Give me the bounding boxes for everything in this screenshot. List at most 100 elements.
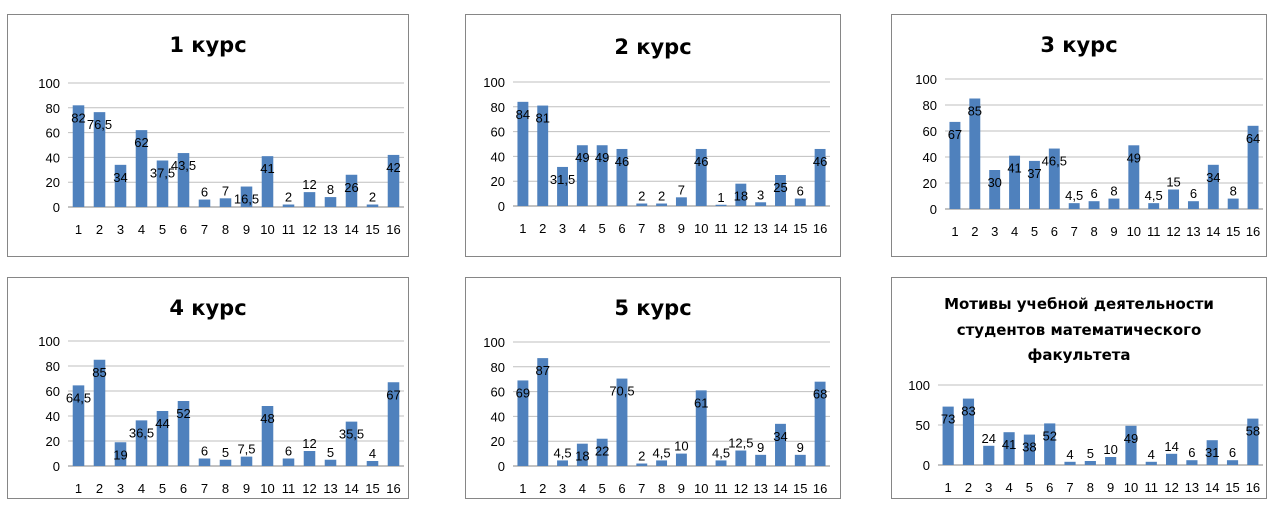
data-label: 85 bbox=[968, 104, 982, 119]
x-tick-label: 8 bbox=[1090, 224, 1097, 239]
data-label: 6 bbox=[201, 444, 208, 459]
x-tick-label: 2 bbox=[96, 481, 103, 496]
x-tick-label: 3 bbox=[117, 222, 124, 237]
bar bbox=[240, 186, 253, 207]
data-label: 8 bbox=[1110, 184, 1117, 199]
bar bbox=[1028, 160, 1040, 209]
data-label: 8 bbox=[1230, 184, 1237, 199]
data-label: 22 bbox=[595, 444, 609, 459]
bar bbox=[156, 160, 169, 207]
bar bbox=[576, 145, 588, 206]
data-label: 73 bbox=[941, 412, 955, 427]
chart-title: 1 курс bbox=[169, 33, 247, 57]
bar bbox=[517, 380, 529, 466]
bar bbox=[1187, 201, 1199, 209]
x-tick-label: 12 bbox=[1166, 224, 1180, 239]
data-label: 24 bbox=[982, 431, 996, 446]
bar bbox=[675, 197, 687, 206]
x-tick-label: 2 bbox=[539, 221, 546, 236]
x-tick-label: 7 bbox=[201, 222, 208, 237]
y-tick-label: 20 bbox=[491, 434, 505, 449]
bar bbox=[156, 411, 169, 466]
y-tick-label: 100 bbox=[483, 335, 505, 350]
x-tick-label: 8 bbox=[222, 481, 229, 496]
bar bbox=[1009, 155, 1021, 209]
x-tick-label: 12 bbox=[302, 481, 316, 496]
y-tick-label: 0 bbox=[923, 458, 930, 473]
data-label: 84 bbox=[516, 107, 530, 122]
bar bbox=[324, 197, 337, 207]
data-label: 2 bbox=[658, 189, 665, 204]
y-tick-label: 0 bbox=[498, 199, 505, 214]
bar bbox=[1168, 189, 1180, 209]
bar bbox=[715, 204, 727, 206]
data-label: 4,5 bbox=[1145, 188, 1163, 203]
data-label: 5 bbox=[222, 445, 229, 460]
x-tick-label: 1 bbox=[75, 222, 82, 237]
y-tick-label: 100 bbox=[483, 75, 505, 90]
x-tick-label: 2 bbox=[96, 222, 103, 237]
chart-panel-course-5: 5 курс 0 20 40 60 80 100 69 1 87 2 4,5 3 18 4 22 5 70,5 6… bbox=[465, 277, 841, 499]
data-label: 49 bbox=[575, 150, 589, 165]
x-tick-label: 15 bbox=[365, 481, 379, 496]
x-tick-label: 1 bbox=[519, 481, 526, 496]
y-tick-label: 40 bbox=[46, 409, 60, 424]
data-label: 18 bbox=[575, 449, 589, 464]
data-label: 4 bbox=[1066, 447, 1073, 462]
data-label: 43,5 bbox=[171, 158, 196, 173]
y-tick-label: 60 bbox=[46, 126, 60, 141]
x-tick-label: 9 bbox=[243, 222, 250, 237]
y-tick-label: 20 bbox=[923, 176, 937, 191]
x-tick-label: 6 bbox=[180, 222, 187, 237]
bar bbox=[345, 174, 358, 207]
bar bbox=[261, 156, 274, 207]
bar bbox=[240, 456, 253, 466]
bar bbox=[537, 358, 549, 466]
bar bbox=[135, 420, 148, 466]
x-tick-label: 1 bbox=[945, 480, 952, 495]
data-label: 7,5 bbox=[237, 442, 255, 457]
data-label: 41 bbox=[260, 161, 274, 176]
x-tick-label: 6 bbox=[1046, 480, 1053, 495]
x-tick-label: 5 bbox=[1031, 224, 1038, 239]
bar bbox=[596, 145, 608, 206]
x-tick-label: 5 bbox=[599, 221, 606, 236]
y-tick-label: 100 bbox=[915, 72, 937, 87]
x-tick-label: 4 bbox=[579, 221, 586, 236]
y-tick-label: 80 bbox=[46, 359, 60, 374]
x-tick-label: 8 bbox=[222, 222, 229, 237]
bar bbox=[114, 164, 127, 207]
bar bbox=[261, 406, 274, 466]
y-tick-label: 40 bbox=[923, 150, 937, 165]
x-tick-label: 9 bbox=[678, 221, 685, 236]
data-label: 49 bbox=[1124, 431, 1138, 446]
bar bbox=[775, 423, 786, 466]
bar bbox=[794, 198, 806, 206]
data-label: 52 bbox=[1042, 428, 1056, 443]
data-label: 85 bbox=[92, 365, 106, 380]
x-tick-label: 16 bbox=[386, 222, 400, 237]
data-label: 12 bbox=[302, 436, 316, 451]
data-label: 6 bbox=[1229, 445, 1236, 460]
data-label: 7 bbox=[222, 183, 229, 198]
bar bbox=[814, 381, 826, 466]
bar bbox=[93, 112, 106, 207]
x-tick-label: 8 bbox=[1087, 480, 1094, 495]
y-tick-label: 100 bbox=[38, 76, 60, 91]
bar bbox=[1088, 201, 1100, 209]
bar bbox=[114, 442, 127, 466]
data-label: 49 bbox=[595, 150, 609, 165]
bar bbox=[198, 199, 211, 207]
bar bbox=[1226, 460, 1239, 465]
x-tick-label: 3 bbox=[559, 221, 566, 236]
bar bbox=[656, 203, 668, 206]
data-label: 15 bbox=[1166, 175, 1180, 190]
chart-plot: 02040608010082176,5234362437,5543,566778… bbox=[38, 76, 404, 237]
x-tick-label: 7 bbox=[638, 481, 645, 496]
data-label: 10 bbox=[1103, 442, 1117, 457]
chart-plot: 02040608010067185230341437546,564,576889… bbox=[915, 72, 1263, 239]
x-tick-label: 11 bbox=[1145, 480, 1159, 495]
data-label: 6 bbox=[285, 444, 292, 459]
data-label: 46,5 bbox=[1042, 154, 1067, 169]
data-label: 64,5 bbox=[66, 390, 91, 405]
